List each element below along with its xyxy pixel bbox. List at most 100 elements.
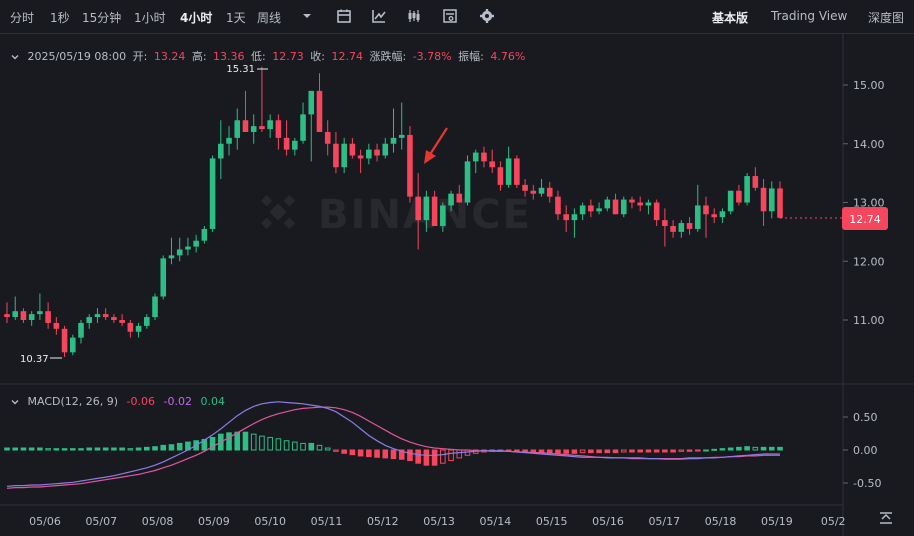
macd-hist-bar [316,444,323,451]
time-axis: 05/06 05/07 05/08 05/09 05/10 05/11 05/12 05/13… [29,515,845,528]
time-tick-label: 05/10 [254,515,286,528]
macd-hist-bar [711,448,718,451]
tab-basic[interactable]: 基本版 [712,11,749,25]
macd-hist-bar [588,449,594,454]
time-tick-label: 05/17 [648,515,680,528]
macd-hist-bar [604,449,611,454]
candle-body [497,167,504,185]
macd-hist-bar [637,449,643,453]
settings-panel-icon[interactable] [442,8,458,24]
candle-body [78,322,84,338]
candle-body [94,314,101,318]
candle-body [316,90,323,132]
close-label: 收: [310,50,325,63]
candle-body [234,120,241,138]
macd-hist-bar [366,449,372,458]
tab-tradingview[interactable]: Trading View [771,9,848,23]
candle-body [423,196,430,221]
macd-hist-bar [571,449,578,454]
macd-collapse-chevron-icon[interactable] [10,397,20,407]
candle-body [760,187,767,212]
candle-body [357,155,364,159]
tab-depth[interactable]: 深度图 [868,11,905,25]
macd-hist-bar [612,449,619,454]
timeframe-time[interactable]: 分时 [10,11,35,25]
candle-body [686,223,693,229]
macd-hist-bar [456,449,463,459]
low-value: 12.73 [272,50,304,63]
candle-body [333,143,339,168]
candle-body [185,246,191,250]
timeframe-1d[interactable]: 1天 [226,11,246,25]
macd-value: -0.06 [126,395,156,408]
candlestick-type-icon[interactable] [406,8,422,24]
candle-body [349,143,356,156]
macd-hist-bar [653,449,660,453]
high-marker-label: 15.31 [226,64,255,75]
candle-body [37,311,43,315]
candle-body [152,296,158,318]
candle-body [53,322,60,329]
candle-body [102,314,109,318]
macd-hist-bar [736,446,742,451]
macd-hist-bar [374,449,380,458]
candle-body [719,211,726,218]
gear-icon[interactable] [479,8,495,24]
current-price-label: 12.74 [849,213,881,226]
candle-body [415,196,421,221]
candle-body [119,320,125,323]
macd-hist-bar [160,444,167,451]
candle-body [727,190,734,212]
low-marker: 10.37 [20,354,62,365]
timeframe-15m[interactable]: 15分钟 [82,11,122,25]
macd-hist-bar [744,446,750,451]
chevron-down-icon[interactable] [299,8,315,24]
candle-body [604,199,611,209]
macd-hist-bar [670,449,676,453]
annotation-arrow [424,127,448,164]
change-value: -3.78% [412,50,452,63]
candle-body [456,193,463,203]
candle-body [670,226,676,232]
timeframe-4h[interactable]: 4小时 [180,11,213,25]
candle-body [20,311,27,320]
timeframe-1w[interactable]: 周线 [257,11,282,25]
time-tick-label: 05/11 [311,515,343,528]
candle-body [283,137,290,150]
time-tick-label: 05/13 [423,515,455,528]
timeframe-1h[interactable]: 1小时 [134,11,166,25]
price-tick-label: 11.00 [853,314,885,327]
candle-body [752,176,759,188]
timeframe-1s[interactable]: 1秒 [50,11,70,25]
scroll-to-latest-icon[interactable] [880,512,892,524]
collapse-chevron-icon[interactable] [10,52,20,62]
candle-body [4,314,10,318]
candle-body [777,188,783,218]
macd-tick-label: 0.50 [853,411,878,424]
macd-hist-bar [78,448,84,451]
macd-hist-bar [620,449,627,453]
indicator-icon[interactable] [371,8,387,24]
candle-body [12,311,19,318]
macd-hist-bar [563,449,569,454]
candle-body [546,187,553,197]
candle-body [390,137,397,144]
time-tick-label: 05/14 [480,515,512,528]
macd-hist-value: 0.04 [200,395,225,408]
candle-body [522,184,528,191]
macd-hist-bar [209,436,216,451]
open-value: 13.24 [153,50,186,63]
macd-hist-bar [300,442,306,451]
candle-body [144,317,150,326]
macd-hist-bar [390,449,397,460]
macd-hist-bar [45,448,51,451]
candle-body [69,337,76,353]
macd-hist-bar [768,446,775,451]
macd-hist-bar [415,449,421,464]
candle-body [440,205,446,226]
low-label: 低: [251,50,266,63]
candle-body [489,161,495,168]
candle-body [620,199,627,215]
calendar-icon[interactable] [336,8,352,24]
